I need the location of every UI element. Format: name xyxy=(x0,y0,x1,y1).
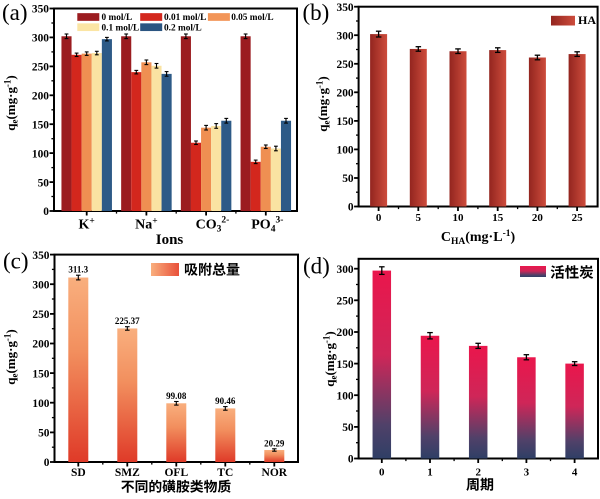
svg-text:qe(mg·g-1): qe(mg·g-1) xyxy=(315,76,332,132)
svg-text:200: 200 xyxy=(337,327,354,339)
svg-text:qe(mg·g-1): qe(mg·g-1) xyxy=(322,331,339,387)
svg-text:(a): (a) xyxy=(2,0,28,25)
svg-text:50: 50 xyxy=(38,428,50,440)
svg-text:150: 150 xyxy=(32,119,49,131)
svg-text:225.37: 225.37 xyxy=(115,316,140,326)
svg-text:50: 50 xyxy=(38,177,50,189)
svg-text:200: 200 xyxy=(337,88,354,100)
svg-text:350: 350 xyxy=(32,250,49,262)
svg-text:(d): (d) xyxy=(303,254,330,279)
svg-text:100: 100 xyxy=(337,145,354,157)
svg-text:20: 20 xyxy=(532,212,544,224)
svg-text:K+: K+ xyxy=(79,217,95,233)
svg-text:250: 250 xyxy=(337,296,354,308)
svg-text:10: 10 xyxy=(453,212,465,224)
svg-text:0 mol/L: 0 mol/L xyxy=(102,13,133,23)
svg-text:25: 25 xyxy=(572,212,584,224)
svg-text:150: 150 xyxy=(337,359,354,371)
svg-text:200: 200 xyxy=(32,339,49,351)
svg-text:2: 2 xyxy=(475,467,481,479)
svg-text:0.05 mol/L: 0.05 mol/L xyxy=(231,13,273,23)
svg-text:SMZ: SMZ xyxy=(115,467,140,479)
svg-text:100: 100 xyxy=(32,398,49,410)
svg-text:250: 250 xyxy=(32,309,49,321)
svg-text:250: 250 xyxy=(32,62,49,74)
svg-text:0: 0 xyxy=(43,206,49,218)
svg-text:0.1 mol/L: 0.1 mol/L xyxy=(102,23,140,33)
svg-text:100: 100 xyxy=(337,390,354,402)
svg-text:qe(mg·g-1): qe(mg·g-1) xyxy=(3,75,20,131)
svg-text:0: 0 xyxy=(348,202,354,214)
svg-text:TC: TC xyxy=(217,467,233,479)
svg-text:0.2 mol/L: 0.2 mol/L xyxy=(164,23,202,33)
svg-text:qe(mg·g-1): qe(mg·g-1) xyxy=(3,329,20,385)
svg-text:1: 1 xyxy=(427,467,433,479)
svg-text:20.29: 20.29 xyxy=(264,438,285,448)
svg-text:CO32-: CO32- xyxy=(196,216,230,235)
svg-text:99.08: 99.08 xyxy=(166,391,187,401)
svg-text:300: 300 xyxy=(32,279,49,291)
svg-text:PO43-: PO43- xyxy=(251,216,283,235)
svg-text:Na+: Na+ xyxy=(135,217,158,233)
svg-text:300: 300 xyxy=(32,33,49,45)
svg-text:0: 0 xyxy=(44,457,50,469)
svg-text:150: 150 xyxy=(32,368,49,380)
svg-text:350: 350 xyxy=(32,4,49,16)
svg-text:(c): (c) xyxy=(3,249,29,274)
svg-text:HA: HA xyxy=(578,13,596,27)
svg-text:0: 0 xyxy=(376,212,382,224)
svg-text:OFL: OFL xyxy=(164,467,188,479)
svg-text:NOR: NOR xyxy=(262,467,288,479)
svg-text:90.46: 90.46 xyxy=(215,396,236,406)
svg-text:0.01 mol/L: 0.01 mol/L xyxy=(164,13,206,23)
svg-text:5: 5 xyxy=(416,212,422,224)
svg-text:4: 4 xyxy=(572,467,578,479)
svg-text:SD: SD xyxy=(71,467,86,479)
svg-text:(b): (b) xyxy=(303,0,330,25)
svg-text:350: 350 xyxy=(337,2,354,14)
svg-text:300: 300 xyxy=(337,30,354,42)
svg-text:CHA(mg·L-1): CHA(mg·L-1) xyxy=(441,229,516,247)
svg-text:15: 15 xyxy=(492,212,504,224)
svg-text:200: 200 xyxy=(32,91,49,103)
svg-text:50: 50 xyxy=(342,173,354,185)
svg-text:3: 3 xyxy=(524,467,530,479)
svg-text:0: 0 xyxy=(348,454,354,466)
svg-text:300: 300 xyxy=(337,264,354,276)
svg-text:150: 150 xyxy=(337,116,354,128)
svg-text:0: 0 xyxy=(379,467,385,479)
svg-text:50: 50 xyxy=(342,422,354,434)
svg-text:250: 250 xyxy=(337,59,354,71)
svg-text:Ions: Ions xyxy=(156,232,184,248)
svg-text:311.3: 311.3 xyxy=(68,265,88,275)
svg-text:100: 100 xyxy=(32,148,49,160)
